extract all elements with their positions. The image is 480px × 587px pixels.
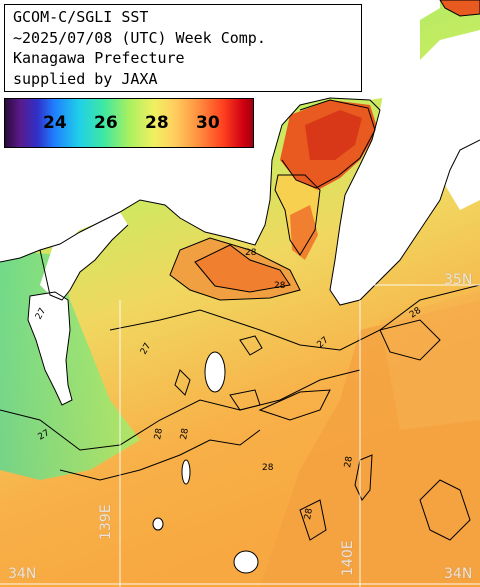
lat-label-34-left: 34N: [8, 566, 37, 582]
land-izu-peninsula: [28, 292, 72, 405]
contour-lines: [0, 97, 480, 541]
island-toshima: [181, 459, 191, 485]
colorbar-tick: 30: [196, 113, 220, 133]
colorbar-tick: 28: [145, 113, 169, 133]
sagami-bay-hot: [195, 245, 290, 292]
contour-label: 27: [37, 428, 52, 442]
contour-label: 28: [303, 507, 315, 520]
contour-label: 27: [139, 342, 153, 357]
title-line-1: GCOM-C/SGLI SST: [13, 8, 149, 26]
colorbar-tick: 26: [94, 113, 118, 133]
title-line-4: supplied by JAXA: [13, 69, 158, 88]
land-boso: [330, 30, 480, 305]
lat-label-34-right: 34N: [444, 566, 473, 582]
title-line-2: ~2025/07/08 (UTC) Week Comp.: [13, 28, 266, 47]
lon-label-140: 140E: [340, 540, 356, 576]
contour-label: 28: [274, 281, 286, 291]
colorbar-tick: 24: [43, 113, 67, 133]
contour-label: 28: [343, 455, 355, 468]
land-west-peninsula: [40, 212, 128, 300]
graticule: [0, 284, 480, 587]
tokyo-bay-inner-core: [305, 110, 362, 160]
contour-label: 28: [179, 427, 191, 440]
island-niijima: [152, 517, 164, 531]
island-oshima: [204, 351, 226, 393]
map-title-box: GCOM-C/SGLI SST ~2025/07/08 (UTC) Week C…: [4, 4, 362, 92]
top-right-warm-patch: [439, 0, 480, 17]
title-line-3: Kanagawa Prefecture: [13, 49, 185, 67]
contour-label: 28: [262, 463, 274, 473]
tokyo-bay-hot: [290, 205, 318, 260]
land-boso-east: [430, 130, 480, 210]
lat-label-35: 35N: [444, 272, 473, 288]
island-kozushima: [233, 550, 259, 574]
color-bar: 24 26 28 30: [4, 98, 254, 148]
contour-label: 28: [245, 248, 257, 258]
contour-label: 27: [34, 307, 48, 322]
contour-label: 28: [153, 427, 165, 440]
lon-label-139: 139E: [98, 504, 114, 540]
sea-east-warm: [380, 290, 480, 430]
